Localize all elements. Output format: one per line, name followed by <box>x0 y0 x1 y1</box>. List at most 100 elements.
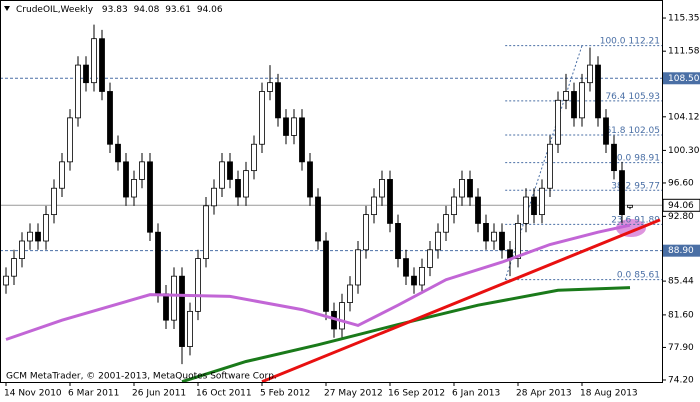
candle-body <box>131 179 137 198</box>
header-close: 94.06 <box>197 5 223 15</box>
menu-arrow <box>4 6 10 11</box>
header-high: 94.08 <box>134 5 160 15</box>
x-tick-label: 26 Jun 2011 <box>132 389 186 399</box>
candle-body <box>315 196 321 242</box>
candle-body <box>515 223 521 259</box>
fib-label: 100.0 112.21 <box>600 36 660 46</box>
y-tick-label: 100.30 <box>668 146 700 156</box>
candle-body <box>403 258 409 277</box>
candle-body <box>11 258 17 277</box>
candle-body <box>235 179 241 198</box>
candle-body <box>243 170 249 198</box>
candle-body <box>107 91 113 145</box>
candle-body <box>115 143 121 163</box>
fib-level-name: 0.0 <box>617 270 632 280</box>
candle-body <box>155 231 161 295</box>
candle-body <box>91 38 97 84</box>
candle-body <box>291 117 297 136</box>
x-tick-label: 27 May 2012 <box>324 389 383 399</box>
fib-label: 50.0 98.91 <box>611 153 660 163</box>
x-tick-label: 16 Oct 2011 <box>196 389 252 399</box>
candle-body <box>35 231 41 242</box>
candle-body <box>59 161 65 189</box>
candle-body <box>259 91 265 145</box>
highlight-ellipse <box>616 219 646 237</box>
candle-body <box>307 161 313 198</box>
candle-body <box>595 64 601 119</box>
candle-body <box>435 231 441 251</box>
x-tick-label: 6 Mar 2011 <box>68 389 119 399</box>
plot: 100.0 112.21 76.4 105.93 61.8 102.05 50.0 98.91… <box>0 24 662 384</box>
candle-body <box>547 143 553 189</box>
candle-body <box>579 82 585 119</box>
fib-level-name: 23.6 <box>611 215 631 225</box>
fib-price: 98.91 <box>634 153 660 163</box>
x-tick-label: 18 Aug 2013 <box>580 389 638 399</box>
fib-level-name: 50.0 <box>611 153 631 163</box>
fib-level-name: 76.4 <box>605 91 625 101</box>
candle-body <box>251 143 257 172</box>
candle-body <box>451 196 457 216</box>
candle-body <box>563 91 569 101</box>
candle-body <box>323 240 329 312</box>
candle-body <box>587 64 593 84</box>
candle-body <box>3 275 9 286</box>
candle-body <box>483 223 489 242</box>
candle-body <box>371 196 377 216</box>
candle-body <box>355 249 361 286</box>
header-open: 93.83 <box>102 5 128 15</box>
y-tick-label: 104.12 <box>668 112 700 122</box>
header-low: 93.61 <box>165 5 191 15</box>
fib-label: 0.0 85.61 <box>617 270 660 280</box>
candle-body <box>347 284 353 303</box>
candle-body <box>571 91 577 119</box>
x-tick-label: 6 Jan 2013 <box>452 389 500 399</box>
candle-body <box>619 170 625 216</box>
fib-level-name: 61.8 <box>605 126 625 136</box>
y-tick-label: 115.35 <box>668 14 700 24</box>
candle-body <box>299 117 305 163</box>
candle-body <box>443 214 449 233</box>
fib-price: 112.21 <box>629 36 661 46</box>
candle-body <box>51 187 57 216</box>
candle-body <box>491 231 497 242</box>
footer: GCM MetaTrader, © 2001-2013, MetaQuotes … <box>6 372 277 382</box>
candle-body <box>123 161 129 198</box>
candle-body <box>267 82 273 92</box>
candle-body <box>83 64 89 84</box>
price-label-bg <box>663 72 700 85</box>
candle-body <box>523 196 529 224</box>
candle-body <box>67 117 73 163</box>
candle-body <box>75 64 81 119</box>
y-tick-label: 81.60 <box>668 310 694 320</box>
y-tick-label: 111.58 <box>668 47 700 57</box>
symbol: CrudeOIL,Weekly <box>16 5 94 15</box>
fib-price: 85.61 <box>634 270 660 280</box>
candle-body <box>539 187 545 216</box>
candle-body <box>179 275 185 347</box>
candle-body <box>419 266 425 286</box>
candle-body <box>387 179 393 224</box>
candle-body <box>275 82 281 119</box>
candle-body <box>19 240 25 259</box>
price-label: 94.06 <box>668 201 694 211</box>
moving-average <box>181 286 631 384</box>
candle-body <box>187 310 193 347</box>
chart-title: CrudeOIL,Weekly 93.83 94.08 93.61 94.06 <box>16 5 223 15</box>
candle-body <box>195 258 201 312</box>
x-tick-label: 5 Feb 2012 <box>260 389 310 399</box>
price-label: 88.90 <box>668 246 694 256</box>
y-tick-label: 92.80 <box>668 212 694 222</box>
candle-body <box>531 196 537 216</box>
price-label-bg <box>663 244 700 257</box>
candle-body <box>163 293 169 321</box>
trendline <box>261 218 661 384</box>
y-tick-label: 77.90 <box>668 343 694 353</box>
price-label: 108.50 <box>668 74 700 84</box>
price-label-bg <box>662 198 700 212</box>
plot-border <box>0 0 663 383</box>
x-tick-label: 14 Nov 2010 <box>4 389 62 399</box>
candle-body <box>611 143 617 172</box>
